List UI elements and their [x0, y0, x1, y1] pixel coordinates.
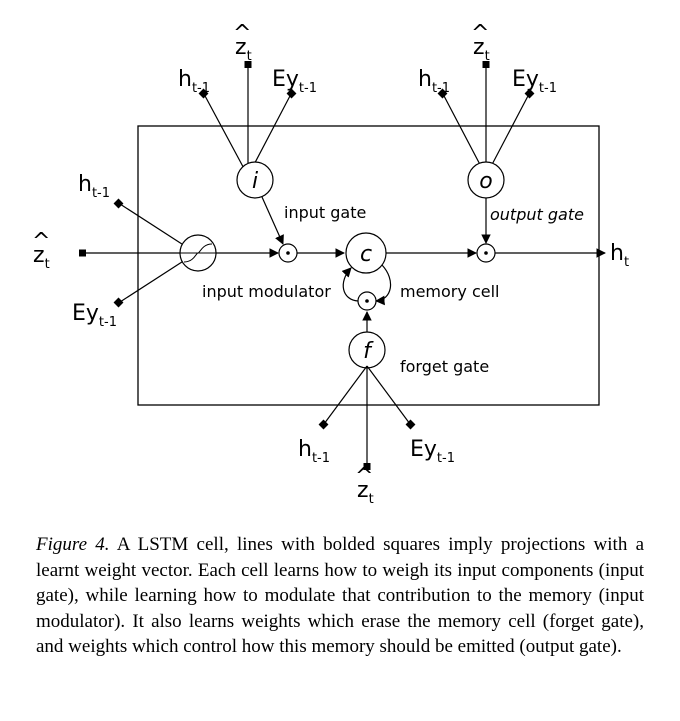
- weight-square: [198, 88, 209, 99]
- input-gate-symbol: i: [252, 169, 258, 194]
- input-gate-h-label: ht-1: [178, 67, 210, 96]
- weight-square: [113, 198, 124, 209]
- weight-square: [318, 419, 329, 430]
- output-gate-group: o output gate: [437, 61, 584, 244]
- output-gate-z-hat: ^: [471, 21, 489, 46]
- modulator-z-label: zt: [33, 243, 50, 272]
- output-h-label: ht: [610, 241, 629, 270]
- sigmoid-curve-icon: [183, 243, 213, 263]
- figure-caption: Figure 4. A LSTM cell, lines with bolded…: [36, 532, 644, 660]
- forget-gate-symbol: f: [363, 339, 374, 364]
- output-gate-h-label: ht-1: [418, 67, 450, 96]
- weight-square: [405, 419, 416, 430]
- modulator-h-label: ht-1: [78, 172, 110, 201]
- input-gate-z-hat: ^: [233, 21, 251, 46]
- output-multiply-node: [476, 243, 496, 263]
- memory-cell-symbol: c: [360, 242, 372, 267]
- weight-square: [363, 463, 371, 470]
- memory-cell-group: c memory cell: [341, 232, 499, 306]
- weight-square: [524, 88, 535, 99]
- output-gate-z-label: zt: [473, 35, 490, 64]
- input-modulator-label: input modulator: [202, 282, 331, 301]
- weight-square: [244, 61, 252, 68]
- weight-square: [113, 297, 124, 308]
- forget-multiply-node: [357, 291, 377, 311]
- figure-label: Figure 4.: [36, 534, 110, 555]
- input-gate-node: [236, 161, 274, 199]
- input-multiply-node: [278, 243, 298, 263]
- cell-boundary-box: [137, 125, 600, 406]
- input-gate-ey-label: Eyt-1: [272, 67, 317, 96]
- input-gate-label: input gate: [284, 203, 366, 222]
- forget-gate-h-label: ht-1: [298, 437, 330, 466]
- forget-gate-label: forget gate: [400, 357, 489, 376]
- output-gate-label: output gate: [490, 205, 584, 224]
- lstm-cell-diagram: i input gate ht-1 zt ^ Eyt-1 o output ga…: [32, 21, 629, 507]
- output-gate-symbol: o: [479, 169, 492, 194]
- input-gate-z-label: zt: [235, 35, 252, 64]
- memory-cell-label: memory cell: [400, 282, 499, 301]
- forget-gate-group: f forget gate: [318, 311, 489, 470]
- weight-square: [79, 249, 86, 257]
- input-modulator-group: input modulator: [79, 198, 331, 308]
- weight-square: [482, 61, 490, 68]
- modulator-ey-label: Eyt-1: [72, 301, 117, 330]
- caption-text: A LSTM cell, lines with bolded squares i…: [36, 534, 645, 657]
- input-gate-group: i input gate: [198, 61, 366, 245]
- output-gate-ey-label: Eyt-1: [512, 67, 557, 96]
- modulator-z-hat: ^: [32, 229, 50, 254]
- forget-gate-z-hat: ^: [355, 464, 373, 489]
- forget-gate-z-label: zt: [357, 478, 374, 507]
- forget-gate-ey-label: Eyt-1: [410, 437, 455, 466]
